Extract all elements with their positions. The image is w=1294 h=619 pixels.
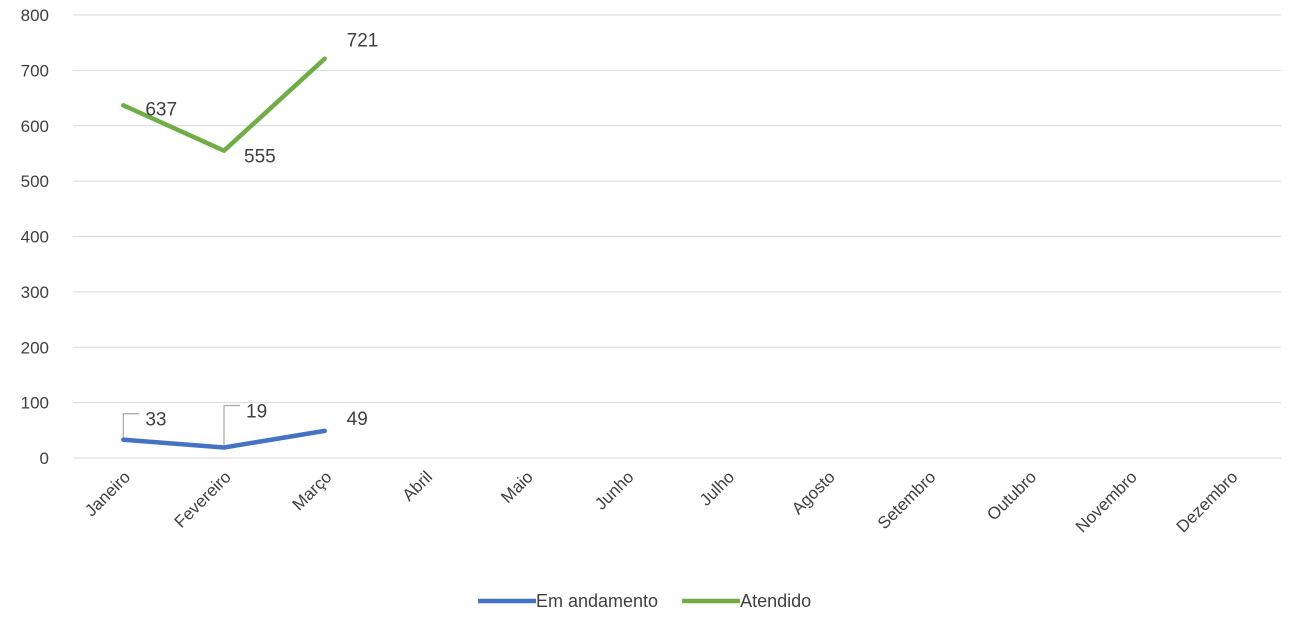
data-label-leader xyxy=(223,404,240,446)
gridlines xyxy=(73,14,1281,459)
y-tick-label: 300 xyxy=(21,283,49,302)
y-tick-label: 500 xyxy=(21,172,49,191)
y-tick-label: 100 xyxy=(21,394,49,413)
data-label: 19 xyxy=(246,401,267,422)
y-tick-label: 800 xyxy=(21,6,49,25)
y-tick-label: 200 xyxy=(21,338,49,357)
x-tick-label: Fevereiro xyxy=(171,467,235,531)
series-line-0 xyxy=(121,428,327,450)
x-tick-label: Dezembro xyxy=(1173,467,1242,536)
x-tick-label: Março xyxy=(289,467,336,514)
x-tick-label: Novembro xyxy=(1072,467,1141,536)
data-label: 49 xyxy=(347,409,368,430)
x-tick-label: Setembro xyxy=(874,467,940,533)
data-label: 33 xyxy=(145,410,166,431)
data-label: 555 xyxy=(244,147,276,168)
x-tick-label: Outubro xyxy=(983,467,1040,524)
data-labels: 33 19 49 637 555 721 xyxy=(122,31,379,446)
data-label-leader xyxy=(122,413,140,438)
x-tick-label: Abril xyxy=(399,467,436,504)
x-axis-ticks: Janeiro Fevereiro Março Abril Maio Junho Julho… xyxy=(81,467,1241,536)
x-tick-label: Junho xyxy=(591,467,637,513)
series-line-1 xyxy=(121,56,327,153)
y-tick-label: 600 xyxy=(21,117,49,136)
data-label: 721 xyxy=(347,31,379,52)
legend: Em andamento Atendido xyxy=(478,591,811,611)
x-tick-label: Agosto xyxy=(788,467,839,518)
legend-label-0: Em andamento xyxy=(536,591,658,611)
y-tick-label: 700 xyxy=(21,61,49,80)
y-axis-ticks: 0 100 200 300 400 500 600 700 800 xyxy=(21,6,49,468)
y-tick-label: 400 xyxy=(21,228,49,247)
legend-label-1: Atendido xyxy=(740,591,811,611)
series-lines xyxy=(121,56,327,450)
x-tick-label: Janeiro xyxy=(81,467,134,520)
x-tick-label: Maio xyxy=(497,467,536,506)
y-tick-label: 0 xyxy=(40,449,49,468)
data-label: 637 xyxy=(145,99,177,120)
x-tick-label: Julho xyxy=(696,467,738,509)
